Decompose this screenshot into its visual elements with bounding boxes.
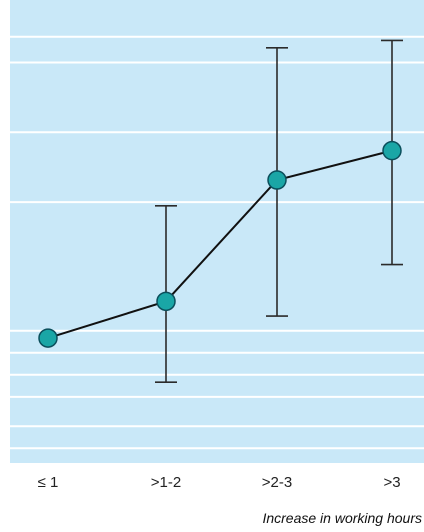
data-point xyxy=(38,328,58,348)
x-axis-title: Increase in working hours xyxy=(262,510,422,526)
x-tick-labels: ≤ 1 >1-2 >2-3 >3 xyxy=(38,474,401,491)
series-line xyxy=(47,149,393,340)
x-tick-label: ≤ 1 xyxy=(38,474,59,491)
plot-background xyxy=(10,0,424,463)
x-tick-label: >2-3 xyxy=(262,474,292,491)
gridlines xyxy=(10,35,424,450)
data-point xyxy=(267,170,287,190)
x-tick-label: >1-2 xyxy=(151,474,181,491)
data-markers xyxy=(38,140,402,348)
data-point xyxy=(156,291,176,312)
data-point xyxy=(382,140,402,161)
x-tick-label: >3 xyxy=(383,474,400,491)
